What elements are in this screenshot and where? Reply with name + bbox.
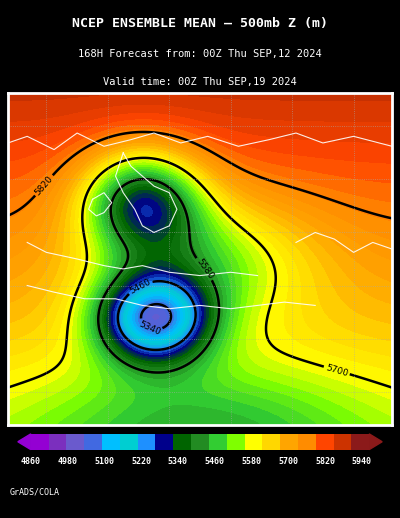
Text: 5940: 5940 [352,457,372,466]
FancyArrow shape [369,434,382,450]
Text: 4860: 4860 [21,457,41,466]
Text: 5460: 5460 [128,277,152,295]
FancyArrow shape [18,434,31,450]
Bar [262,434,280,450]
Bar [244,434,262,450]
Text: Valid time: 00Z Thu SEP,19 2024: Valid time: 00Z Thu SEP,19 2024 [103,77,297,87]
Bar [156,434,173,450]
Text: 5700: 5700 [278,457,298,466]
Text: 5820: 5820 [33,174,55,197]
Bar [280,434,298,450]
Text: 5460: 5460 [205,457,225,466]
Bar [173,434,191,450]
Text: 5580: 5580 [194,257,215,281]
Bar [31,434,48,450]
Text: 5820: 5820 [315,457,335,466]
Bar [84,434,102,450]
Bar [298,434,316,450]
Text: 4980: 4980 [58,457,78,466]
Bar [209,434,227,450]
Text: NCEP ENSEMBLE MEAN – 500mb Z (m): NCEP ENSEMBLE MEAN – 500mb Z (m) [72,17,328,30]
Bar [316,434,334,450]
Text: 5580: 5580 [242,457,262,466]
Bar [334,434,352,450]
Text: 5220: 5220 [131,457,151,466]
Bar [120,434,138,450]
Text: 168H Forecast from: 00Z Thu SEP,12 2024: 168H Forecast from: 00Z Thu SEP,12 2024 [78,49,322,59]
Bar [102,434,120,450]
Bar [66,434,84,450]
Bar [48,434,66,450]
Text: 5100: 5100 [94,457,114,466]
Bar [191,434,209,450]
Bar [352,434,369,450]
Bar [138,434,156,450]
Bar [227,434,244,450]
Text: 5340: 5340 [137,320,162,337]
Text: 5340: 5340 [168,457,188,466]
Text: GrADS/COLA: GrADS/COLA [10,487,60,497]
Text: 5700: 5700 [324,363,349,378]
